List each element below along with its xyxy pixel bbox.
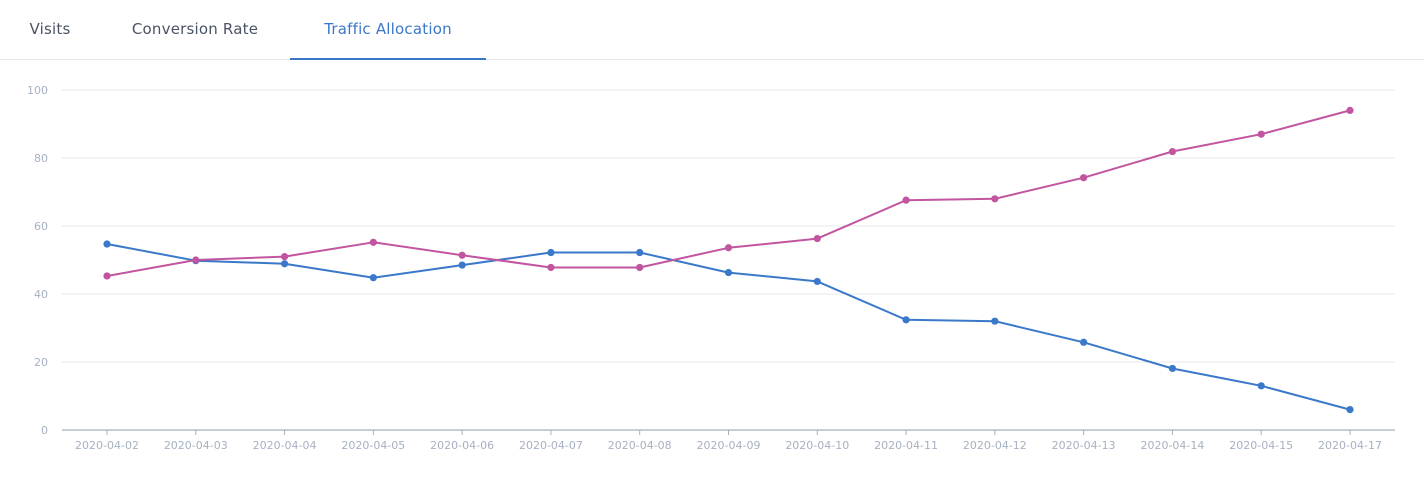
data-point[interactable]: [636, 263, 644, 272]
y-tick-label: 0: [41, 424, 48, 437]
x-tick-label: 2020-04-08: [608, 439, 672, 452]
tab-conversion-rate[interactable]: Conversion Rate: [131, 20, 259, 38]
data-point[interactable]: [1257, 130, 1265, 138]
x-tick-labels: 2020-04-02 2020-04-03 2020-04-04 2020-04-05…: [75, 430, 1382, 452]
data-point[interactable]: [458, 251, 466, 259]
data-point[interactable]: [724, 244, 733, 252]
data-point[interactable]: [902, 196, 910, 204]
data-point[interactable]: [369, 274, 377, 282]
x-tick-label: 2020-04-14: [1140, 439, 1204, 452]
y-tick-label: 100: [27, 84, 48, 97]
grid-layer: [62, 89, 1395, 431]
tab-visits[interactable]: Visits: [29, 20, 71, 38]
data-point[interactable]: [1080, 338, 1088, 346]
x-tick-label: 2020-04-13: [1052, 439, 1116, 452]
data-point[interactable]: [991, 195, 999, 203]
x-tick-label: 2020-04-11: [874, 439, 938, 452]
data-point[interactable]: [280, 253, 289, 261]
data-point[interactable]: [902, 316, 910, 324]
data-point[interactable]: [1346, 406, 1354, 414]
series-line-1: [106, 243, 1351, 411]
data-point[interactable]: [813, 277, 821, 286]
data-point[interactable]: [1257, 382, 1265, 390]
data-point[interactable]: [1080, 174, 1088, 182]
chart-area: 0 20 40 60 80 100 2020-04-02 2020-04-03 2020-04…: [0, 61, 1424, 475]
data-point[interactable]: [724, 268, 733, 277]
data-point[interactable]: [103, 240, 111, 248]
data-point[interactable]: [991, 317, 999, 325]
data-point[interactable]: [280, 260, 289, 268]
y-tick-label: 80: [34, 152, 48, 165]
y-tick-labels: 0 20 40 60 80 100: [27, 84, 48, 437]
data-point[interactable]: [1168, 364, 1177, 373]
x-tick-label: 2020-04-02: [75, 439, 139, 452]
data-point[interactable]: [192, 256, 200, 264]
data-point[interactable]: [547, 263, 555, 272]
x-tick-label: 2020-04-17: [1318, 439, 1382, 452]
data-point[interactable]: [636, 248, 644, 257]
data-point[interactable]: [458, 261, 466, 269]
data-point[interactable]: [1168, 147, 1177, 156]
data-point[interactable]: [1346, 106, 1354, 114]
data-point[interactable]: [369, 238, 377, 246]
x-tick-label: 2020-04-10: [785, 439, 849, 452]
x-tick-label: 2020-04-07: [519, 439, 583, 452]
series-layer: [103, 106, 1354, 414]
y-tick-label: 40: [34, 288, 48, 301]
y-tick-label: 60: [34, 220, 48, 233]
x-tick-label: 2020-04-15: [1229, 439, 1293, 452]
data-point[interactable]: [813, 234, 821, 243]
x-tick-label: 2020-04-04: [253, 439, 317, 452]
y-tick-label: 20: [34, 356, 48, 369]
tab-bar: Visits Conversion Rate Traffic Allocatio…: [0, 0, 1424, 60]
x-tick-label: 2020-04-12: [963, 439, 1027, 452]
x-tick-label: 2020-04-05: [341, 439, 405, 452]
data-point[interactable]: [103, 272, 111, 280]
x-tick-label: 2020-04-06: [430, 439, 494, 452]
x-tick-label: 2020-04-03: [164, 439, 228, 452]
data-point[interactable]: [547, 248, 555, 257]
tab-traffic-allocation[interactable]: Traffic Allocation: [290, 0, 486, 60]
x-tick-label: 2020-04-09: [697, 439, 761, 452]
